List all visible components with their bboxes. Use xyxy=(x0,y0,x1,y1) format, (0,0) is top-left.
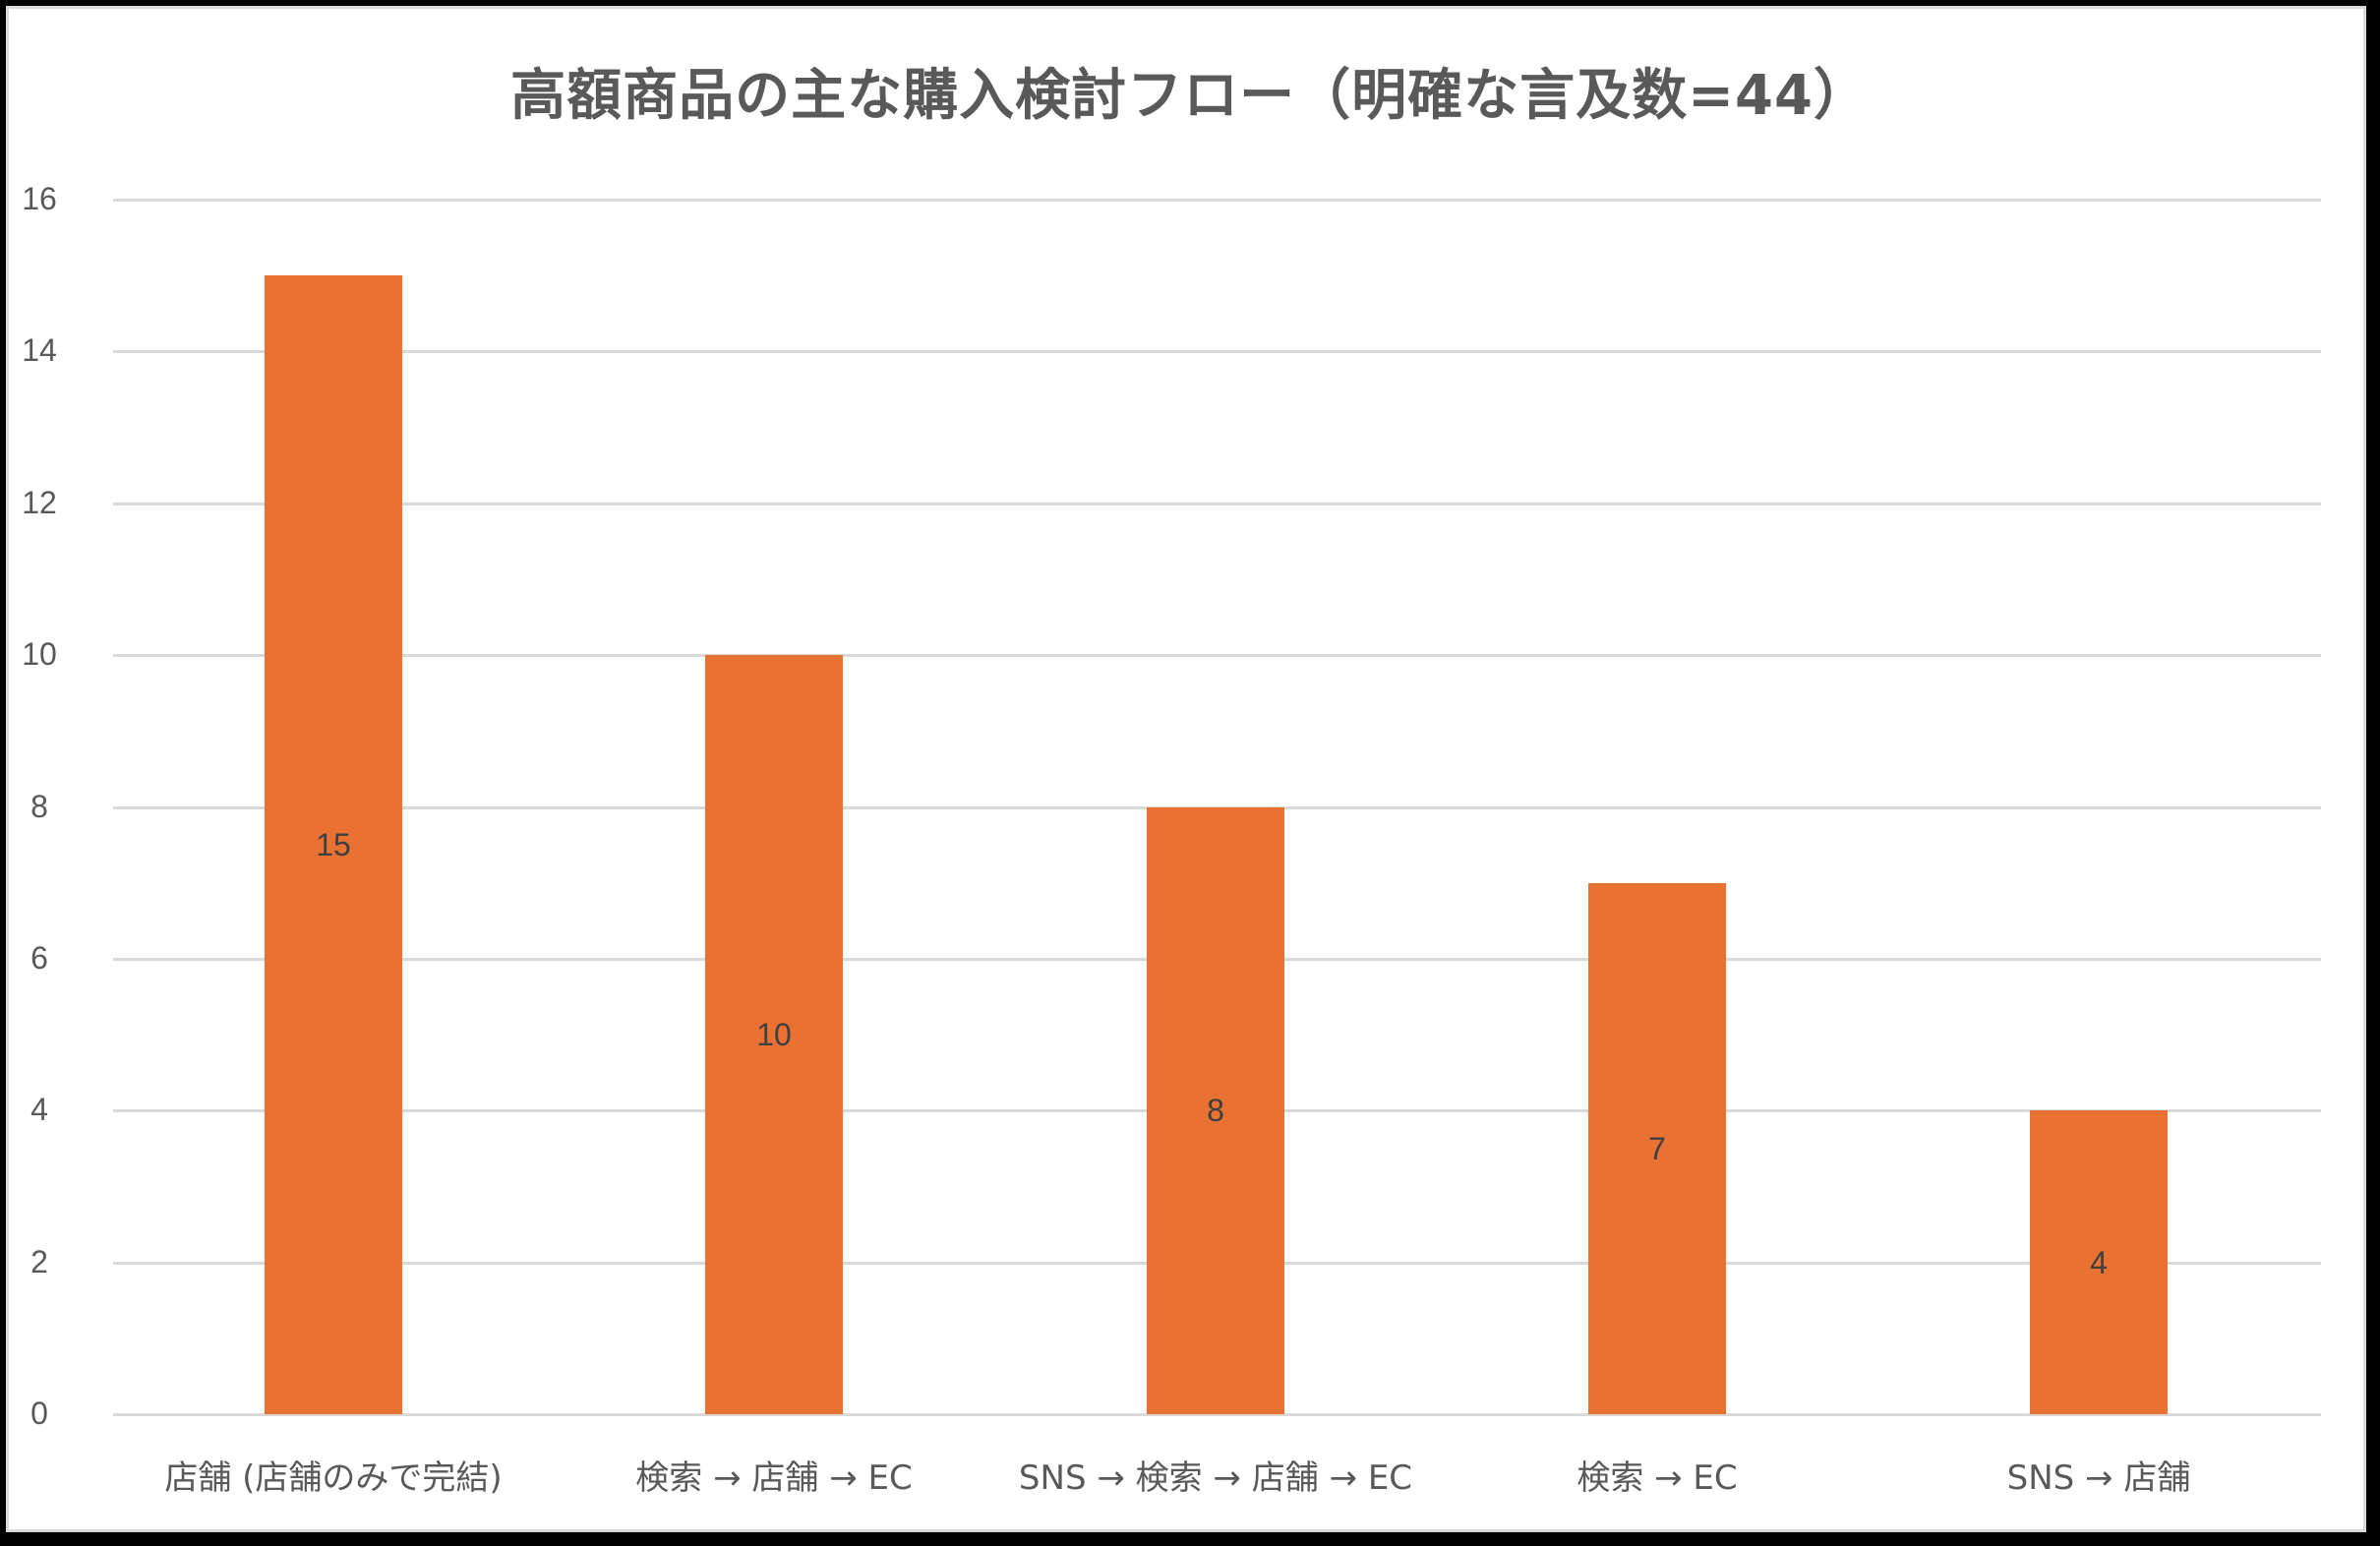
bar-sns-store xyxy=(2030,1110,2168,1414)
y-tick-label: 6 xyxy=(30,939,48,976)
y-tick-label: 2 xyxy=(30,1243,48,1279)
y-tick-label: 0 xyxy=(30,1396,48,1431)
bar-sns-search-store-ec xyxy=(1147,806,1284,1414)
plot-area: 0 2 4 6 8 10 12 14 16 15 10 8 7 4 xyxy=(22,181,2321,1431)
data-label: 8 xyxy=(1207,1093,1224,1129)
data-label: 10 xyxy=(756,1017,792,1053)
gridline-10 xyxy=(113,654,2321,658)
gridline-16 xyxy=(113,199,2321,202)
x-category-label: SNS → 店舗 xyxy=(2006,1458,2191,1498)
y-tick-label: 8 xyxy=(30,788,48,824)
y-tick-label: 14 xyxy=(22,332,57,369)
x-category-label: 店舗 (店舗のみで完結) xyxy=(164,1458,503,1498)
x-category-label: 検索 → EC xyxy=(1577,1458,1738,1498)
gridline-14 xyxy=(113,350,2321,354)
data-label: 7 xyxy=(1648,1130,1666,1166)
y-tick-label: 16 xyxy=(22,181,57,216)
x-category-label: 検索 → 店舗 → EC xyxy=(635,1458,913,1498)
gridline-0 xyxy=(113,1413,2321,1416)
y-tick-label: 10 xyxy=(22,636,57,673)
x-category-label: SNS → 検索 → 店舗 → EC xyxy=(1018,1458,1413,1498)
y-tick-label: 12 xyxy=(22,484,57,520)
bar-search-ec xyxy=(1588,882,1726,1414)
bar-store-only xyxy=(265,275,402,1414)
y-tick-label: 4 xyxy=(30,1092,48,1128)
gridline-12 xyxy=(113,502,2321,505)
data-label: 4 xyxy=(2090,1244,2108,1280)
data-label: 15 xyxy=(316,827,351,863)
bar-search-store-ec xyxy=(705,655,843,1414)
chart-title: 高額商品の主な購入検討フロー（明確な言及数=44） xyxy=(510,64,1870,128)
